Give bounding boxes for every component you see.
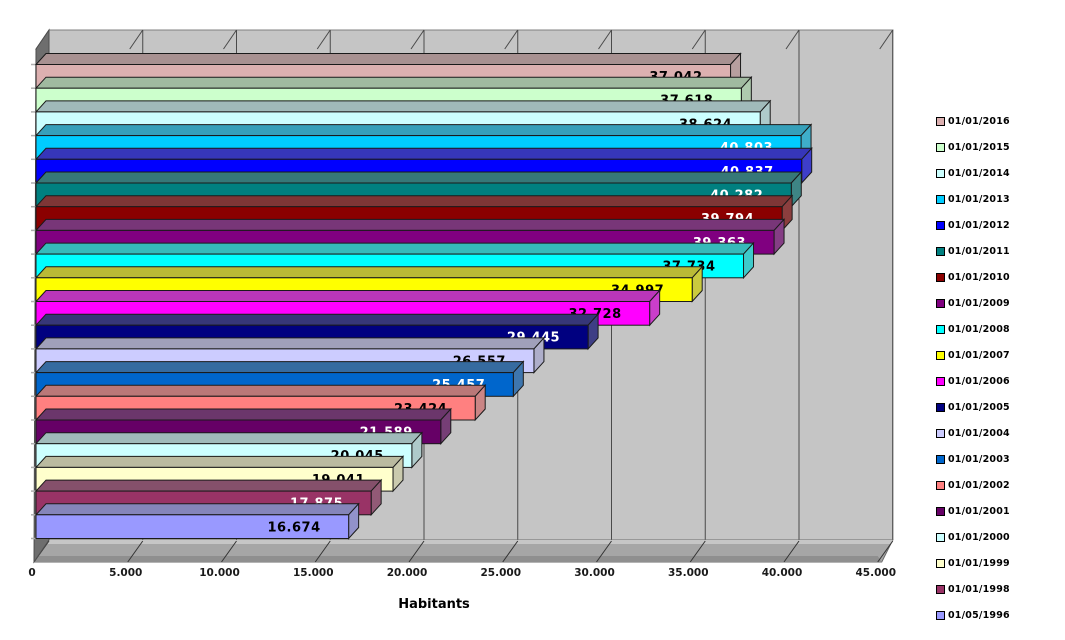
legend-swatch-1998 [936,584,945,594]
legend-swatch-2001 [936,506,945,516]
legend-swatch-2012 [936,220,945,230]
legend-item-1999[interactable]: 01/01/1999 [936,550,1010,576]
legend-item-2005[interactable]: 01/01/2005 [936,394,1010,420]
legend-item-2012[interactable]: 01/01/2012 [936,212,1010,238]
legend-label: 01/01/2016 [948,115,1010,127]
legend-swatch-2000 [936,532,945,542]
bar-top-face [34,266,704,279]
x-axis-tick-label: 15.000 [293,567,334,579]
bar-top-face [34,53,742,65]
legend-swatch-2003 [936,454,945,464]
bar-top-face [34,361,525,374]
bar-1996[interactable]: 16.674 [34,502,360,540]
legend-item-2001[interactable]: 01/01/2001 [936,498,1010,524]
legend-label: 01/01/2005 [948,401,1010,413]
legend-swatch-2005 [936,402,945,412]
x-axis-tick-label: 20.000 [387,567,428,579]
x-axis-tick-label: 0 [28,567,35,579]
legend-item-2006[interactable]: 01/01/2006 [936,368,1010,394]
bar-top-face [34,455,405,468]
bar-top-face [34,100,772,113]
legend-item-2016[interactable]: 01/01/2016 [936,108,1010,134]
legend-swatch-2010 [936,272,945,282]
legend-label: 01/01/2014 [948,167,1010,179]
legend-swatch-2015 [936,142,945,152]
bar-top-face [34,313,600,326]
bar-top-face [34,337,546,350]
legend-label: 01/01/2007 [948,349,1010,361]
legend-label: 01/01/2008 [948,323,1010,335]
bar-top-face [34,124,813,137]
bar-top-face [34,171,803,184]
bar-top-face [34,432,423,445]
legend-swatch-2009 [936,298,945,308]
chart-legend: 01/01/2016 01/01/2015 01/01/2014 01/01/2013… [936,108,1010,628]
legend-item-2004[interactable]: 01/01/2004 [936,420,1010,446]
legend-swatch-2013 [936,194,945,204]
legend-swatch-2011 [936,246,945,256]
x-axis-tick-label: 45.000 [855,567,896,579]
legend-item-1998[interactable]: 01/01/1998 [936,576,1010,602]
legend-item-2015[interactable]: 01/01/2015 [936,134,1010,160]
bar-top-face [34,147,813,160]
x-axis-tick-label: 5.000 [109,567,142,579]
bar-top-face [34,218,786,231]
legend-label: 01/01/2013 [948,193,1010,205]
bar-top-face [34,479,383,492]
legend-item-2000[interactable]: 01/01/2000 [936,524,1010,550]
legend-swatch-1999 [936,558,945,568]
legend-swatch-2002 [936,480,945,490]
legend-swatch-2008 [936,324,945,334]
x-axis-tick-label: 40.000 [762,567,803,579]
legend-item-2007[interactable]: 01/01/2007 [936,342,1010,368]
bar-top-face [34,384,487,397]
bar-value-label: 16.674 [267,520,320,535]
x-axis-tick-label: 10.000 [199,567,240,579]
legend-item-2013[interactable]: 01/01/2013 [936,186,1010,212]
legend-label: 01/01/2001 [948,505,1010,517]
legend-label: 01/01/2009 [948,297,1010,309]
legend-label: 01/01/2000 [948,531,1010,543]
x-axis-title: Habitants [398,597,470,612]
legend-label: 01/01/2002 [948,479,1010,491]
legend-swatch-2007 [936,350,945,360]
legend-item-2008[interactable]: 01/01/2008 [936,316,1010,342]
legend-item-2011[interactable]: 01/01/2011 [936,238,1010,264]
legend-label: 01/01/2011 [948,245,1010,257]
bar-top-face [34,290,661,302]
x-axis-tick-label: 30.000 [574,567,615,579]
legend-label: 01/01/1998 [948,583,1010,595]
legend-item-2009[interactable]: 01/01/2009 [936,290,1010,316]
x-axis-tick-label: 35.000 [668,567,709,579]
legend-label: 01/01/2006 [948,375,1010,387]
bar-top-face [34,408,452,421]
legend-label: 01/01/2010 [948,271,1010,283]
bar-top-face [34,76,753,89]
bar-front-face [35,514,350,539]
legend-label: 01/01/2004 [948,427,1010,439]
legend-label: 01/05/1996 [948,609,1010,621]
legend-item-2002[interactable]: 01/01/2002 [936,472,1010,498]
bar-top-face [34,195,794,208]
legend-swatch-2014 [936,168,945,178]
legend-swatch-1996 [936,610,945,620]
legend-label: 01/01/2015 [948,141,1010,153]
bar-top-face [34,242,755,255]
legend-item-2010[interactable]: 01/01/2010 [936,264,1010,290]
legend-swatch-2006 [936,376,945,386]
legend-swatch-2004 [936,428,945,438]
legend-item-1996[interactable]: 01/05/1996 [936,602,1010,628]
legend-label: 01/01/1999 [948,557,1010,569]
x-axis: 0 5.000 10.000 15.000 20.000 25.000 30.000 35.0… [28,540,896,579]
legend-label: 01/01/2012 [948,219,1010,231]
x-axis-tick-label: 25.000 [480,567,521,579]
legend-item-2003[interactable]: 01/01/2003 [936,446,1010,472]
legend-label: 01/01/2003 [948,453,1010,465]
bar-series: 37.04237.61838.62440.80340.83740.28239.7… [34,52,813,540]
bar-top-face [34,503,360,516]
legend-item-2014[interactable]: 01/01/2014 [936,160,1010,186]
legend-swatch-2016 [936,116,945,126]
